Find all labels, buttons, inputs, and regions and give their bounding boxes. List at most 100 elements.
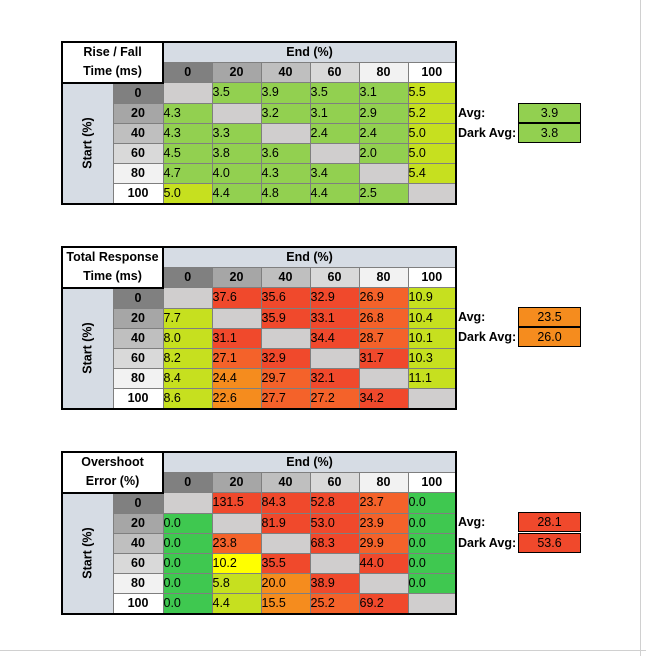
value-cell: 0.0 — [407, 532, 457, 554]
diagonal-cell — [407, 592, 457, 615]
table-row: 60 4.5 3.8 3.6 2.0 5.0 — [62, 142, 457, 164]
value-cell: 38.9 — [309, 572, 360, 594]
table-row: 80 4.7 4.0 4.3 3.4 5.4 — [62, 162, 457, 184]
start-axis-label: Start (%) — [80, 527, 95, 579]
dark-avg-value: 26.0 — [518, 327, 581, 347]
value-cell: 8.2 — [162, 347, 213, 369]
diagonal-cell — [162, 492, 213, 514]
value-cell: 53.0 — [309, 512, 360, 534]
value-cell: 0.0 — [407, 492, 457, 514]
start-axis-header: Start (%) — [61, 287, 114, 410]
value-cell: 27.7 — [260, 387, 311, 410]
table-row: 40 8.0 31.1 34.4 28.7 10.1 — [62, 327, 457, 349]
page-bottom-border — [0, 650, 646, 651]
value-cell: 4.3 — [260, 162, 311, 184]
table-title: Overshoot Error (%) — [61, 451, 164, 494]
row-header-80: 80 — [112, 367, 164, 389]
value-cell: 81.9 — [260, 512, 311, 534]
column-header-100: 100 — [407, 267, 457, 288]
diagonal-cell — [162, 82, 213, 104]
start-axis-header: Start (%) — [61, 492, 114, 615]
value-cell: 34.2 — [358, 387, 409, 410]
column-header-0: 0 — [162, 267, 213, 288]
avg-label: Avg: — [458, 515, 486, 529]
value-cell: 24.4 — [211, 367, 262, 389]
column-header-0: 0 — [162, 62, 213, 83]
value-cell: 4.4 — [211, 182, 262, 205]
value-cell: 10.9 — [407, 287, 457, 309]
value-cell: 4.3 — [162, 122, 213, 144]
value-cell: 3.9 — [260, 82, 311, 104]
dark-avg-label: Dark Avg: — [458, 330, 517, 344]
rise-fall-time-table: Rise / Fall Time (ms) End (%) 0 20 40 60 80 1… — [61, 41, 457, 205]
value-cell: 35.9 — [260, 307, 311, 329]
value-cell: 3.4 — [309, 162, 360, 184]
column-header-100: 100 — [407, 62, 457, 83]
table-row: 80 0.0 5.8 20.0 38.9 0.0 — [62, 572, 457, 594]
table-title-line2: Time (ms) — [83, 64, 142, 79]
value-cell: 0.0 — [162, 512, 213, 534]
value-cell: 0.0 — [162, 552, 213, 574]
column-header-60: 60 — [309, 472, 360, 493]
table-row: 80 8.4 24.4 29.7 32.1 11.1 — [62, 367, 457, 389]
dark-avg-value: 3.8 — [518, 123, 581, 143]
value-cell: 4.4 — [211, 592, 262, 615]
value-cell: 11.1 — [407, 367, 457, 389]
table-row: 100 8.6 22.6 27.7 27.2 34.2 — [62, 387, 457, 410]
value-cell: 2.0 — [358, 142, 409, 164]
table-row: Start (%) 0 131.5 84.3 52.8 23.7 0.0 — [61, 492, 457, 615]
overshoot-error-table: Overshoot Error (%) End (%) 0 20 40 60 80 100… — [61, 451, 457, 615]
row-header-20: 20 — [112, 307, 164, 329]
column-header-100: 100 — [407, 472, 457, 493]
column-header-80: 80 — [358, 62, 409, 83]
value-cell: 3.1 — [358, 82, 409, 104]
value-cell: 10.3 — [407, 347, 457, 369]
value-cell: 4.0 — [211, 162, 262, 184]
value-cell: 27.2 — [309, 387, 360, 410]
value-cell: 33.1 — [309, 307, 360, 329]
column-header-40: 40 — [260, 267, 311, 288]
row-header-40: 40 — [112, 122, 164, 144]
value-cell: 2.5 — [358, 182, 409, 205]
value-cell: 5.2 — [407, 102, 457, 124]
diagonal-cell — [260, 327, 311, 349]
end-axis-header: End (%) — [162, 246, 457, 268]
column-header-40: 40 — [260, 62, 311, 83]
value-cell: 3.2 — [260, 102, 311, 124]
value-cell: 5.5 — [407, 82, 457, 104]
value-cell: 35.6 — [260, 287, 311, 309]
diagonal-cell — [162, 287, 213, 309]
column-header-80: 80 — [358, 472, 409, 493]
value-cell: 3.8 — [211, 142, 262, 164]
value-cell: 4.7 — [162, 162, 213, 184]
total-response-time-table: Total Response Time (ms) End (%) 0 20 40 60… — [61, 246, 457, 410]
value-cell: 3.6 — [260, 142, 311, 164]
table-title-line2: Error (%) — [85, 474, 140, 489]
table-row: 20 0.0 81.9 53.0 23.9 0.0 — [62, 512, 457, 534]
page-right-border — [640, 0, 641, 656]
value-cell: 5.0 — [407, 142, 457, 164]
value-cell: 31.7 — [358, 347, 409, 369]
table-row: Start (%) 0 37.6 35.6 32.9 26.9 10.9 — [61, 287, 457, 410]
value-cell: 25.2 — [309, 592, 360, 615]
table-row: 60 0.0 10.2 35.5 44.0 0.0 — [62, 552, 457, 574]
value-cell: 35.5 — [260, 552, 311, 574]
value-cell: 8.0 — [162, 327, 213, 349]
column-header-40: 40 — [260, 472, 311, 493]
dark-avg-label: Dark Avg: — [458, 536, 517, 550]
row-header-40: 40 — [112, 327, 164, 349]
value-cell: 0.0 — [407, 572, 457, 594]
value-cell: 23.9 — [358, 512, 409, 534]
value-cell: 84.3 — [260, 492, 311, 514]
row-header-60: 60 — [112, 142, 164, 164]
value-cell: 3.3 — [211, 122, 262, 144]
value-cell: 10.4 — [407, 307, 457, 329]
value-cell: 32.1 — [309, 367, 360, 389]
value-cell: 8.6 — [162, 387, 213, 410]
value-cell: 10.1 — [407, 327, 457, 349]
row-header-80: 80 — [112, 162, 164, 184]
column-header-row: 0 20 40 60 80 100 — [62, 267, 457, 288]
row-header-100: 100 — [112, 592, 164, 615]
end-axis-header: End (%) — [162, 41, 457, 63]
column-header-60: 60 — [309, 62, 360, 83]
